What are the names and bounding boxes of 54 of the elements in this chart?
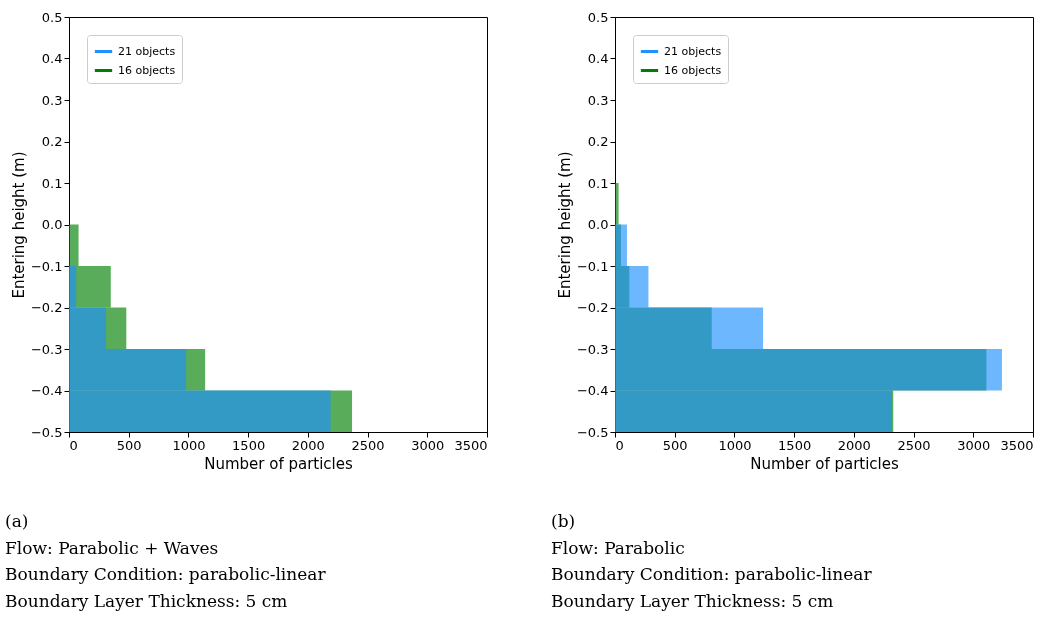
x-tick-label: 1500 xyxy=(778,437,812,453)
x-axis-title: Number of particles xyxy=(750,454,899,473)
y-tick-label: 0.2 xyxy=(587,134,609,149)
x-tick-label: 3000 xyxy=(957,437,991,453)
y-tick-label: 0.0 xyxy=(587,217,609,232)
y-tick-label: 0.3 xyxy=(587,92,609,108)
legend-label: 16 objects xyxy=(118,63,176,77)
legend-label: 21 objects xyxy=(664,44,722,58)
y-tick-label: −0.3 xyxy=(576,341,609,357)
text: Boundary Layer Thickness: 5 cm xyxy=(5,590,288,611)
text: (a) xyxy=(5,511,29,531)
legend-label: 16 objects xyxy=(664,63,722,77)
x-tick-label: 2500 xyxy=(897,437,931,453)
y-tick-label: −0.2 xyxy=(576,300,609,315)
y-axis-title: Entering height (m) xyxy=(555,151,574,299)
text: Boundary Condition: parabolic-linear xyxy=(5,564,327,584)
x-tick-label: 1000 xyxy=(172,437,206,453)
y-tick-label: −0.1 xyxy=(30,258,63,274)
y-tick-label: −0.1 xyxy=(576,258,609,274)
y-tick-label: −0.5 xyxy=(30,424,63,440)
y-tick-label: 0.1 xyxy=(41,175,63,191)
x-tick-label: 1500 xyxy=(232,437,266,453)
text: Boundary Condition: parabolic-linear xyxy=(551,564,873,584)
y-tick-label: 0.3 xyxy=(41,92,63,108)
y-axis-title: Entering height (m) xyxy=(9,151,28,299)
x-tick-label: 2500 xyxy=(351,437,385,453)
legend-label: 21 objects xyxy=(118,44,176,58)
text: Boundary Layer Thickness: 5 cm xyxy=(551,590,834,611)
x-tick-label: 0 xyxy=(69,437,78,453)
x-tick-label: 1000 xyxy=(718,437,752,453)
y-tick-label: −0.4 xyxy=(30,383,63,398)
y-tick-label: −0.3 xyxy=(30,341,63,357)
y-tick-label: 0.5 xyxy=(41,9,63,25)
x-tick-label: 2000 xyxy=(837,437,871,453)
y-tick-label: −0.2 xyxy=(30,300,63,315)
x-tick-label: 3500 xyxy=(454,437,488,453)
y-tick-label: 0.4 xyxy=(587,51,609,66)
y-tick-label: 0.1 xyxy=(587,175,609,191)
x-tick-label: 500 xyxy=(116,437,142,453)
y-tick-label: 0.4 xyxy=(41,51,63,66)
x-tick-label: 500 xyxy=(662,437,688,453)
y-tick-label: 0.2 xyxy=(41,134,63,149)
x-tick-label: 0 xyxy=(615,437,624,453)
y-tick-label: 0.5 xyxy=(587,9,609,25)
y-tick-label: −0.4 xyxy=(576,383,609,398)
text: Flow: Parabolic + Waves xyxy=(5,537,219,558)
y-tick-label: 0.0 xyxy=(41,217,63,232)
x-tick-label: 2000 xyxy=(291,437,325,453)
x-axis-title: Number of particles xyxy=(204,454,353,473)
y-tick-label: −0.5 xyxy=(576,424,609,440)
text: (b) xyxy=(551,511,576,531)
x-tick-label: 3000 xyxy=(411,437,445,453)
text: Flow: Parabolic xyxy=(551,537,685,558)
x-tick-label: 3500 xyxy=(1000,437,1034,453)
